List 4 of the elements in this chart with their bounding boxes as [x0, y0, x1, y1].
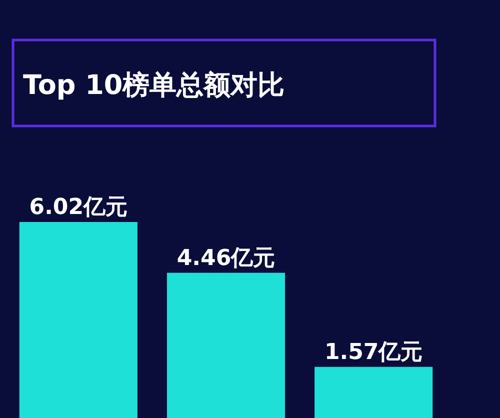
chart-title: Top 10榜单总额对比 — [23, 70, 285, 101]
data-label: 1.57亿元 — [324, 340, 423, 365]
data-label: 6.02亿元 — [29, 195, 128, 220]
data-label: 4.46亿元 — [176, 246, 276, 271]
